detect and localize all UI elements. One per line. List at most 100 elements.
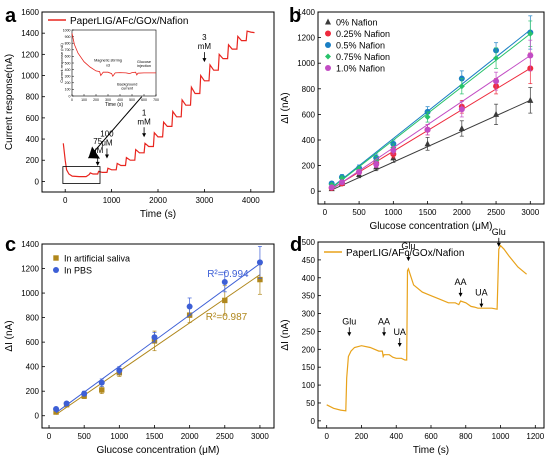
annotation-label: Glu	[401, 241, 415, 251]
x-tick-label: 1000	[384, 208, 402, 217]
data-point	[527, 96, 534, 103]
inset-x-tick-label: 500	[129, 98, 135, 102]
x-tick-label: 800	[459, 432, 473, 441]
y-tick-label: 200	[26, 387, 40, 396]
annotation-arrowhead	[202, 58, 207, 63]
data-point	[186, 303, 193, 310]
annotation-label: UA	[475, 288, 488, 298]
y-axis-label: ΔI (nA)	[280, 92, 291, 123]
data-point	[53, 405, 60, 412]
inset-y-tick-label: 700	[65, 48, 71, 52]
data-point	[81, 390, 88, 397]
annotation-label: mM	[198, 42, 212, 51]
inset-x-tick-label: 0	[71, 98, 73, 102]
x-axis-label: Time (s)	[140, 209, 176, 220]
x-tick-label: 2000	[181, 432, 199, 441]
data-point	[424, 126, 431, 133]
inset-label: Glucose	[137, 60, 151, 64]
y-tick-label: 400	[26, 135, 40, 144]
data-point	[116, 367, 123, 374]
x-tick-label: 3000	[521, 208, 539, 217]
x-tick-label: 2000	[453, 208, 471, 217]
x-tick-label: 1000	[492, 432, 510, 441]
y-tick-label: 600	[302, 110, 316, 119]
y-axis-label: ΔI (nA)	[4, 320, 15, 351]
data-point	[493, 110, 500, 117]
x-axis-label: Glucose concentration (μM)	[369, 221, 492, 232]
y-axis-label: ΔI (nA)	[280, 319, 291, 350]
y-tick-label: 800	[26, 314, 40, 323]
legend-label: In artificial saliva	[64, 254, 130, 264]
y-tick-label: 350	[302, 292, 316, 301]
y-tick-label: 1000	[21, 72, 39, 81]
y-tick-label: 1000	[297, 59, 315, 68]
inset-series-line	[71, 33, 156, 77]
annotation-arrowhead	[95, 161, 100, 166]
legend-marker	[325, 65, 331, 71]
data-point	[458, 124, 465, 131]
inset-x-tick-label: 100	[81, 98, 87, 102]
inset-x-tick-label: 600	[141, 98, 147, 102]
y-tick-label: 400	[26, 363, 40, 372]
x-tick-label: 4000	[242, 196, 260, 205]
y-tick-label: 600	[26, 338, 40, 347]
fit-line	[331, 29, 531, 188]
annotation-arrowhead	[458, 292, 463, 297]
data-point	[458, 106, 465, 113]
panel-letter-a: a	[5, 5, 17, 27]
y-tick-label: 1400	[21, 29, 39, 38]
y-axis-label: Current response(nA)	[4, 54, 15, 150]
x-axis-label: Glucose concentration (μM)	[96, 445, 219, 456]
x-tick-label: 1000	[103, 196, 121, 205]
annotation-label: mM	[137, 117, 151, 126]
y-tick-label: 450	[302, 256, 316, 265]
data-point	[373, 161, 380, 168]
panel-b: 0 500 1000 1500 2000 2500 3000 0 200 400 600 800 100…	[280, 8, 545, 232]
data-point	[257, 276, 263, 283]
y-tick-label: 1200	[21, 265, 39, 274]
x-tick-label: 1000	[110, 432, 128, 441]
annotation-label: Glu	[342, 316, 356, 326]
data-point	[328, 184, 335, 191]
y-tick-label: 1400	[21, 240, 39, 249]
y-tick-label: 1200	[21, 50, 39, 59]
panel-letter-b: b	[289, 5, 301, 27]
data-point	[424, 140, 431, 147]
inset-x-tick-label: 400	[117, 98, 123, 102]
y-tick-label: 200	[302, 345, 316, 354]
inset-x-axis-label: Time (s)	[105, 102, 123, 108]
annotation-arrowhead	[406, 257, 411, 262]
data-point	[527, 30, 534, 37]
inset-label: Magnetic stirring	[94, 59, 122, 63]
y-tick-label: 300	[302, 310, 316, 319]
legend-label: 0.75% Nafion	[336, 52, 390, 62]
annotation-label: 100	[100, 129, 114, 138]
x-tick-label: 2500	[216, 432, 234, 441]
data-point	[424, 113, 431, 120]
y-tick-label: 250	[302, 327, 316, 336]
data-point	[221, 279, 228, 286]
legend-marker	[325, 42, 331, 48]
zoom-box	[62, 166, 101, 184]
r-squared-label: R²=0.987	[206, 312, 248, 323]
legend-marker	[53, 255, 59, 261]
legend-label: 0% Nafion	[336, 18, 378, 28]
legend-label: 1.0% Nafion	[336, 64, 385, 74]
legend-marker	[325, 18, 331, 25]
x-tick-label: 0	[47, 432, 52, 441]
panel-a: 0 1000 2000 3000 400002004006008001000120014…	[4, 8, 275, 220]
annotation-label: 75	[93, 137, 102, 146]
legend-label: 0.25% Nafion	[336, 29, 390, 39]
plot-frame	[317, 241, 545, 429]
x-tick-label: 3000	[251, 432, 269, 441]
y-tick-label: 600	[26, 114, 40, 123]
x-tick-label: 0	[323, 208, 328, 217]
x-tick-label: 1500	[419, 208, 437, 217]
legend-label: In PBS	[64, 266, 92, 276]
legend-marker	[325, 53, 331, 60]
annotation-label: 1	[142, 108, 147, 117]
legend-label: 0.5% Nafion	[336, 41, 385, 51]
data-point	[527, 52, 534, 59]
inset-y-tick-label: 100	[65, 88, 71, 92]
